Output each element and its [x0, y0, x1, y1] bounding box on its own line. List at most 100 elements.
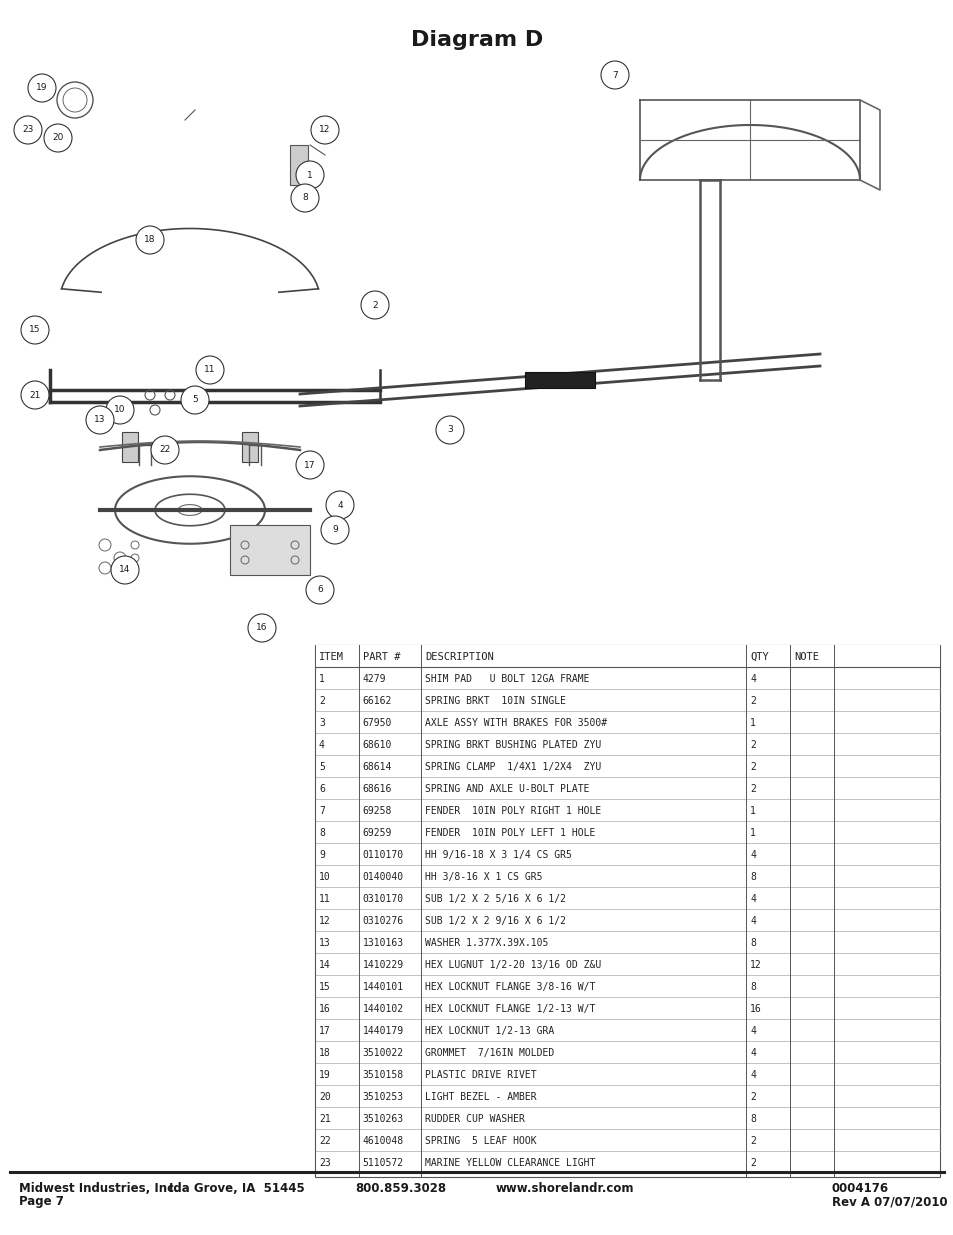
Text: FENDER  10IN POLY LEFT 1 HOLE: FENDER 10IN POLY LEFT 1 HOLE [425, 829, 595, 839]
Text: SPRING BRKT  10IN SINGLE: SPRING BRKT 10IN SINGLE [425, 697, 566, 706]
Text: 13: 13 [318, 939, 331, 948]
Text: 1440179: 1440179 [362, 1026, 403, 1036]
Text: 18: 18 [318, 1049, 331, 1058]
Text: AXLE ASSY WITH BRAKES FOR 3500#: AXLE ASSY WITH BRAKES FOR 3500# [425, 718, 607, 729]
Text: 2: 2 [749, 1092, 756, 1102]
Text: SPRING AND AXLE U-BOLT PLATE: SPRING AND AXLE U-BOLT PLATE [425, 784, 589, 794]
Text: 0004176: 0004176 [831, 1182, 888, 1194]
Text: 4: 4 [749, 916, 756, 926]
Text: 16: 16 [256, 624, 268, 632]
Text: 2: 2 [749, 762, 756, 772]
Bar [5, 20, 874, 620]
Circle shape [326, 492, 354, 519]
Text: 3: 3 [447, 426, 453, 435]
Text: SPRING BRKT BUSHING PLATED ZYU: SPRING BRKT BUSHING PLATED ZYU [425, 740, 601, 750]
Text: Ida Grove, IA  51445: Ida Grove, IA 51445 [169, 1182, 304, 1194]
Circle shape [436, 416, 463, 445]
Circle shape [291, 184, 318, 212]
Text: 12: 12 [749, 960, 761, 971]
Bar [122, 432, 138, 462]
Text: 67950: 67950 [362, 718, 392, 729]
Text: 2: 2 [749, 1136, 756, 1146]
Circle shape [111, 556, 139, 584]
Bar [314, 645, 939, 667]
Text: 16: 16 [749, 1004, 761, 1014]
Text: 1440102: 1440102 [362, 1004, 403, 1014]
Circle shape [248, 614, 275, 642]
Circle shape [181, 387, 209, 414]
Text: 8: 8 [749, 872, 756, 882]
Text: SUB 1/2 X 2 5/16 X 6 1/2: SUB 1/2 X 2 5/16 X 6 1/2 [425, 894, 566, 904]
Text: 20: 20 [52, 133, 64, 142]
Text: 11: 11 [204, 366, 215, 374]
Circle shape [151, 436, 179, 464]
Text: LIGHT BEZEL - AMBER: LIGHT BEZEL - AMBER [425, 1092, 537, 1102]
Text: Page 7: Page 7 [19, 1195, 64, 1209]
Text: 68610: 68610 [362, 740, 392, 750]
Text: 69258: 69258 [362, 806, 392, 816]
Text: 2: 2 [749, 697, 756, 706]
Text: 1: 1 [307, 170, 313, 179]
Text: QTY: QTY [749, 652, 768, 662]
Text: 1410229: 1410229 [362, 960, 403, 971]
Text: HH 9/16-18 X 3 1/4 CS GR5: HH 9/16-18 X 3 1/4 CS GR5 [425, 850, 572, 860]
Text: 2: 2 [749, 784, 756, 794]
Text: 23: 23 [318, 1158, 331, 1168]
Text: 66162: 66162 [362, 697, 392, 706]
Text: 4: 4 [749, 674, 756, 684]
Circle shape [21, 382, 49, 409]
Text: PART #: PART # [362, 652, 400, 662]
Text: HEX LOCKNUT FLANGE 3/8-16 W/T: HEX LOCKNUT FLANGE 3/8-16 W/T [425, 982, 595, 992]
Text: 14: 14 [119, 566, 131, 574]
Text: 6: 6 [316, 585, 322, 594]
Text: 22: 22 [318, 1136, 331, 1146]
Text: 7: 7 [612, 70, 618, 79]
Text: 0310170: 0310170 [362, 894, 403, 904]
Text: 0310276: 0310276 [362, 916, 403, 926]
Circle shape [28, 74, 56, 103]
Text: 68614: 68614 [362, 762, 392, 772]
Text: 4279: 4279 [362, 674, 386, 684]
Text: 8: 8 [749, 982, 756, 992]
Circle shape [106, 396, 133, 424]
Text: SPRING CLAMP  1/4X1 1/2X4  ZYU: SPRING CLAMP 1/4X1 1/2X4 ZYU [425, 762, 601, 772]
Text: 23: 23 [22, 126, 33, 135]
Text: 17: 17 [304, 461, 315, 469]
Text: ITEM: ITEM [318, 652, 344, 662]
Text: FENDER  10IN POLY RIGHT 1 HOLE: FENDER 10IN POLY RIGHT 1 HOLE [425, 806, 601, 816]
Text: 3510253: 3510253 [362, 1092, 403, 1102]
Circle shape [136, 226, 164, 254]
Text: 15: 15 [318, 982, 331, 992]
Text: HEX LUGNUT 1/2-20 13/16 OD Z&U: HEX LUGNUT 1/2-20 13/16 OD Z&U [425, 960, 601, 971]
Bar [242, 432, 257, 462]
Text: Diagram D: Diagram D [411, 30, 542, 49]
Text: 2: 2 [749, 1158, 756, 1168]
Text: 15: 15 [30, 326, 41, 335]
Text: 800.859.3028: 800.859.3028 [355, 1182, 446, 1194]
Text: 8: 8 [318, 829, 325, 839]
Text: 8: 8 [749, 939, 756, 948]
Text: RUDDER CUP WASHER: RUDDER CUP WASHER [425, 1114, 524, 1124]
Text: 5110572: 5110572 [362, 1158, 403, 1168]
Text: MARINE YELLOW CLEARANCE LIGHT: MARINE YELLOW CLEARANCE LIGHT [425, 1158, 595, 1168]
Text: 21: 21 [30, 390, 41, 399]
Text: 17: 17 [318, 1026, 331, 1036]
Text: HH 3/8-16 X 1 CS GR5: HH 3/8-16 X 1 CS GR5 [425, 872, 542, 882]
Circle shape [14, 116, 42, 144]
Bar [230, 525, 310, 576]
Circle shape [360, 291, 389, 319]
Text: 18: 18 [144, 236, 155, 245]
Text: 1: 1 [749, 718, 756, 729]
Text: 3: 3 [318, 718, 325, 729]
Text: 9: 9 [332, 526, 337, 535]
Text: 3510263: 3510263 [362, 1114, 403, 1124]
Text: PLASTIC DRIVE RIVET: PLASTIC DRIVE RIVET [425, 1070, 537, 1081]
Text: 7: 7 [318, 806, 325, 816]
Text: 8: 8 [302, 194, 308, 203]
Text: 4: 4 [749, 850, 756, 860]
Text: www.shorelandr.com: www.shorelandr.com [496, 1182, 634, 1194]
Text: 0110170: 0110170 [362, 850, 403, 860]
Text: SHIM PAD   U BOLT 12GA FRAME: SHIM PAD U BOLT 12GA FRAME [425, 674, 589, 684]
Circle shape [21, 316, 49, 345]
Text: 1310163: 1310163 [362, 939, 403, 948]
